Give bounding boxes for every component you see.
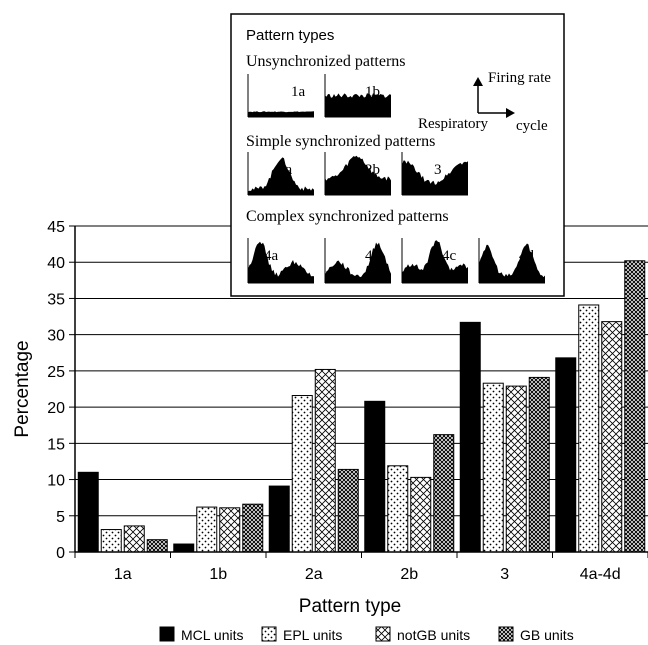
bar-gb-units-3: [528, 376, 550, 553]
inset-panels: 1a 1b 2a 2b 3 4a 4b 4c 4d: [247, 74, 545, 284]
x-tick-label: 3: [500, 566, 509, 583]
inset-cycle-label: cycle: [516, 118, 548, 134]
y-tick-label: 25: [47, 364, 65, 381]
inset-group-label-unsync: Unsynchronized patterns: [246, 53, 406, 70]
bar-epl-units-1a: [100, 529, 122, 553]
bar-epl-units-2b: [387, 465, 409, 553]
y-tick-label: 15: [47, 436, 65, 453]
inset-respiratory-label: Respiratory: [418, 116, 488, 132]
bar-notgb-units-4a-4d: [601, 321, 623, 553]
bar-epl-units-1b: [196, 506, 218, 553]
inset-axes-key: Firing rate Respiratory cycle: [418, 70, 551, 134]
inset-panel-label: 4a: [264, 248, 279, 264]
inset-panel-histogram-4d: [479, 243, 545, 283]
bar-epl-units-2a: [291, 395, 313, 553]
bar-gb-units-2b: [433, 434, 455, 553]
legend-swatch: [261, 626, 277, 642]
legend-swatch: [375, 626, 391, 642]
inset-panel-histogram-4b: [325, 242, 391, 283]
inset-group-label-simple: Simple synchronized patterns: [246, 133, 435, 150]
bar-notgb-units-2b: [410, 476, 432, 553]
bars: [77, 260, 646, 553]
bar-notgb-units-3: [505, 385, 527, 553]
legend-swatch: [159, 626, 175, 642]
legend-label: GB units: [520, 627, 574, 643]
inset-panel-histogram-3: [402, 160, 468, 195]
inset-title: Pattern types: [246, 27, 334, 44]
inset-panel-label: 1a: [291, 84, 306, 100]
y-tick-label: 0: [56, 545, 65, 562]
pattern-types-inset: Pattern types Unsynchronized patterns Si…: [230, 13, 565, 297]
bar-mcl-units-2a: [268, 485, 290, 553]
x-tick-label: 1b: [209, 566, 227, 583]
bar-notgb-units-1a: [123, 525, 145, 553]
legend-swatch: [498, 626, 514, 642]
bar-mcl-units-3: [459, 321, 481, 553]
x-tick-label: 1a: [114, 566, 132, 583]
bar-gb-units-1b: [242, 503, 264, 553]
inset-panel-histogram-1a: [248, 111, 314, 117]
bar-epl-units-3: [482, 382, 504, 553]
inset-panel-histogram-4c: [402, 240, 468, 283]
bar-gb-units-2a: [337, 468, 359, 553]
inset-panel-label: 2a: [278, 162, 293, 178]
y-axis-label: Percentage: [12, 340, 33, 437]
x-tick-label: 2b: [400, 566, 418, 583]
bar-gb-units-4a-4d: [624, 260, 646, 553]
inset-panel-label: 4b: [365, 248, 380, 264]
y-tick-label: 10: [47, 473, 65, 490]
bar-gb-units-1a: [146, 539, 168, 553]
y-tick-label: 30: [47, 328, 65, 345]
inset-panel-histogram-1b: [325, 93, 391, 117]
axes: 0 5 10 15 20 25 30 35 40 45 1a 1b 2a 2b 3 4a-4d: [47, 219, 648, 583]
inset-panel-label: 4d: [519, 248, 535, 264]
inset-panel-label: 3: [434, 162, 442, 178]
x-axis-label: Pattern type: [299, 596, 401, 617]
inset-panel-label: 2b: [365, 162, 380, 178]
bar-epl-units-4a-4d: [578, 304, 600, 553]
legend-label: EPL units: [283, 627, 342, 643]
bar-mcl-units-2b: [364, 400, 386, 553]
legend-label: notGB units: [397, 627, 470, 643]
x-tick-label: 2a: [305, 566, 323, 583]
inset-firing-rate-label: Firing rate: [488, 70, 551, 86]
legend-label: MCL units: [181, 627, 244, 643]
y-tick-label: 5: [56, 509, 65, 526]
inset-group-label-complex: Complex synchronized patterns: [246, 208, 449, 225]
bar-notgb-units-2a: [314, 368, 336, 553]
y-tick-label: 45: [47, 219, 65, 236]
y-tick-label: 40: [47, 255, 65, 272]
bar-mcl-units-4a-4d: [555, 357, 577, 553]
inset-panel-label: 1b: [365, 84, 380, 100]
bar-mcl-units-1a: [77, 471, 99, 553]
inset-panel-histogram-4a: [248, 241, 314, 283]
legend: MCL units EPL units notGB units GB units: [159, 626, 574, 643]
inset-panel-histogram-2b: [325, 155, 391, 195]
x-tick-label: 4a-4d: [580, 566, 621, 583]
y-tick-label: 35: [47, 291, 65, 308]
bar-notgb-units-1b: [219, 507, 241, 553]
bar-mcl-units-1b: [173, 543, 195, 553]
inset-panel-label: 4c: [442, 248, 457, 264]
inset-panel-histogram-2a: [248, 157, 314, 195]
y-tick-label: 20: [47, 400, 65, 417]
